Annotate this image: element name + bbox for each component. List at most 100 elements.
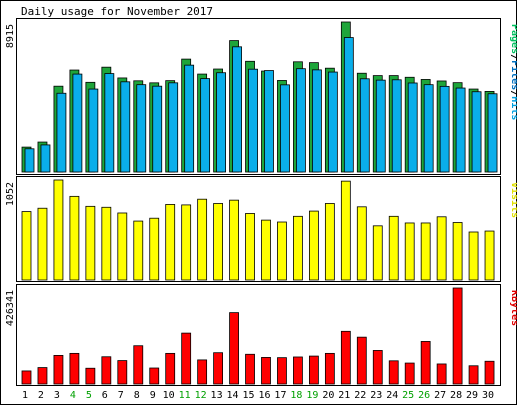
- x-tick-label-11: 11: [179, 390, 191, 401]
- bar-kbytes-14: [229, 312, 239, 385]
- bar-files-25: [407, 82, 418, 173]
- x-tick-label-15: 15: [242, 390, 254, 401]
- bar-files-21: [343, 37, 354, 173]
- bar-visits-25: [404, 222, 415, 281]
- panel-visits: 1052 Visits: [5, 176, 517, 282]
- bar-visits-26: [420, 222, 431, 281]
- bar-files-23: [375, 79, 386, 173]
- bar-files-3: [56, 92, 67, 173]
- x-tick-label-26: 26: [418, 390, 430, 401]
- x-tick-label-30: 30: [482, 390, 494, 401]
- bar-visits-30: [484, 230, 495, 281]
- x-tick-label-22: 22: [354, 390, 366, 401]
- x-tick-label-23: 23: [370, 390, 382, 401]
- x-tick-label-18: 18: [290, 390, 302, 401]
- bar-visits-9: [149, 217, 160, 281]
- bar-kbytes-22: [356, 336, 367, 385]
- bar-kbytes-16: [261, 357, 271, 385]
- bar-files-8: [136, 84, 147, 173]
- bar-files-22: [359, 78, 370, 173]
- bar-visits-21: [340, 180, 351, 281]
- bar-files-15: [248, 68, 258, 173]
- x-tick-label-28: 28: [450, 390, 462, 401]
- bar-visits-2: [37, 207, 48, 281]
- bar-files-24: [391, 79, 402, 173]
- panel-frame-visits: [16, 176, 501, 282]
- legend-kbytes: KBytes: [509, 290, 517, 326]
- bar-kbytes-18: [293, 356, 303, 385]
- bar-visits-24: [388, 215, 399, 281]
- bar-files-29: [471, 91, 482, 173]
- bar-visits-3: [53, 179, 64, 281]
- bar-kbytes-7: [117, 360, 128, 385]
- legend-token-hits-2: Files: [509, 60, 517, 90]
- x-tick-label-1: 1: [22, 390, 28, 401]
- bar-visits-18: [293, 215, 303, 281]
- bar-visits-17: [277, 221, 287, 281]
- bar-files-18: [296, 68, 306, 173]
- bar-kbytes-13: [213, 352, 224, 385]
- legend-hits: Pages/Files/Hits: [509, 24, 517, 120]
- x-tick-label-12: 12: [195, 390, 207, 401]
- x-tick-label-16: 16: [258, 390, 270, 401]
- y-max-label-hits: 8915: [5, 24, 16, 48]
- bar-kbytes-10: [165, 352, 176, 385]
- y-max-label-kbytes: 426341: [5, 290, 16, 326]
- bar-visits-10: [165, 204, 176, 281]
- panel-frame-kbytes: [16, 284, 501, 386]
- bar-visits-27: [436, 216, 447, 281]
- panel-hits: 8915 Pages/Files/Hits: [5, 18, 517, 175]
- bar-files-10: [168, 82, 179, 173]
- bar-visits-11: [181, 204, 192, 281]
- bar-files-1: [24, 148, 35, 173]
- bar-files-20: [327, 71, 338, 173]
- bar-files-9: [152, 85, 163, 173]
- bar-visits-19: [308, 210, 319, 281]
- x-tick-label-2: 2: [38, 390, 44, 401]
- legend-token-hits-3: /: [509, 90, 517, 96]
- bar-files-26: [423, 84, 434, 173]
- bar-files-12: [200, 78, 211, 173]
- bar-kbytes-19: [308, 355, 319, 385]
- bar-files-14: [232, 46, 242, 173]
- x-tick-label-19: 19: [306, 390, 318, 401]
- bar-kbytes-28: [452, 287, 463, 385]
- bar-visits-12: [197, 198, 208, 281]
- x-tick-label-25: 25: [402, 390, 414, 401]
- bar-kbytes-1: [21, 370, 32, 385]
- bar-files-5: [88, 88, 99, 173]
- bar-kbytes-11: [181, 332, 192, 385]
- bar-files-2: [40, 144, 51, 173]
- y-max-label-visits: 1052: [5, 182, 16, 206]
- x-tick-label-14: 14: [227, 390, 239, 401]
- bar-visits-23: [372, 225, 383, 281]
- bar-visits-16: [261, 219, 271, 281]
- bar-visits-5: [85, 205, 96, 281]
- bar-kbytes-3: [53, 355, 64, 385]
- bar-visits-7: [117, 212, 128, 281]
- bar-files-17: [280, 84, 290, 173]
- x-tick-label-29: 29: [466, 390, 478, 401]
- bar-visits-14: [229, 199, 239, 281]
- bar-kbytes-9: [149, 367, 160, 385]
- bar-visits-20: [324, 203, 335, 281]
- bar-visits-15: [245, 213, 255, 281]
- bar-kbytes-12: [197, 359, 208, 385]
- bar-files-6: [104, 73, 115, 173]
- bar-files-19: [311, 69, 322, 173]
- x-tick-label-17: 17: [274, 390, 286, 401]
- x-tick-label-24: 24: [386, 390, 398, 401]
- x-tick-label-6: 6: [102, 390, 108, 401]
- x-tick-label-13: 13: [211, 390, 223, 401]
- x-tick-label-10: 10: [163, 390, 175, 401]
- bar-kbytes-27: [436, 363, 447, 385]
- legend-token-visits-0: Visits: [509, 182, 517, 218]
- x-tick-label-21: 21: [338, 390, 350, 401]
- bar-kbytes-8: [133, 345, 144, 385]
- bar-kbytes-20: [324, 352, 335, 385]
- x-tick-label-20: 20: [322, 390, 334, 401]
- bar-kbytes-21: [340, 330, 351, 385]
- legend-token-hits-4: Hits: [509, 96, 517, 120]
